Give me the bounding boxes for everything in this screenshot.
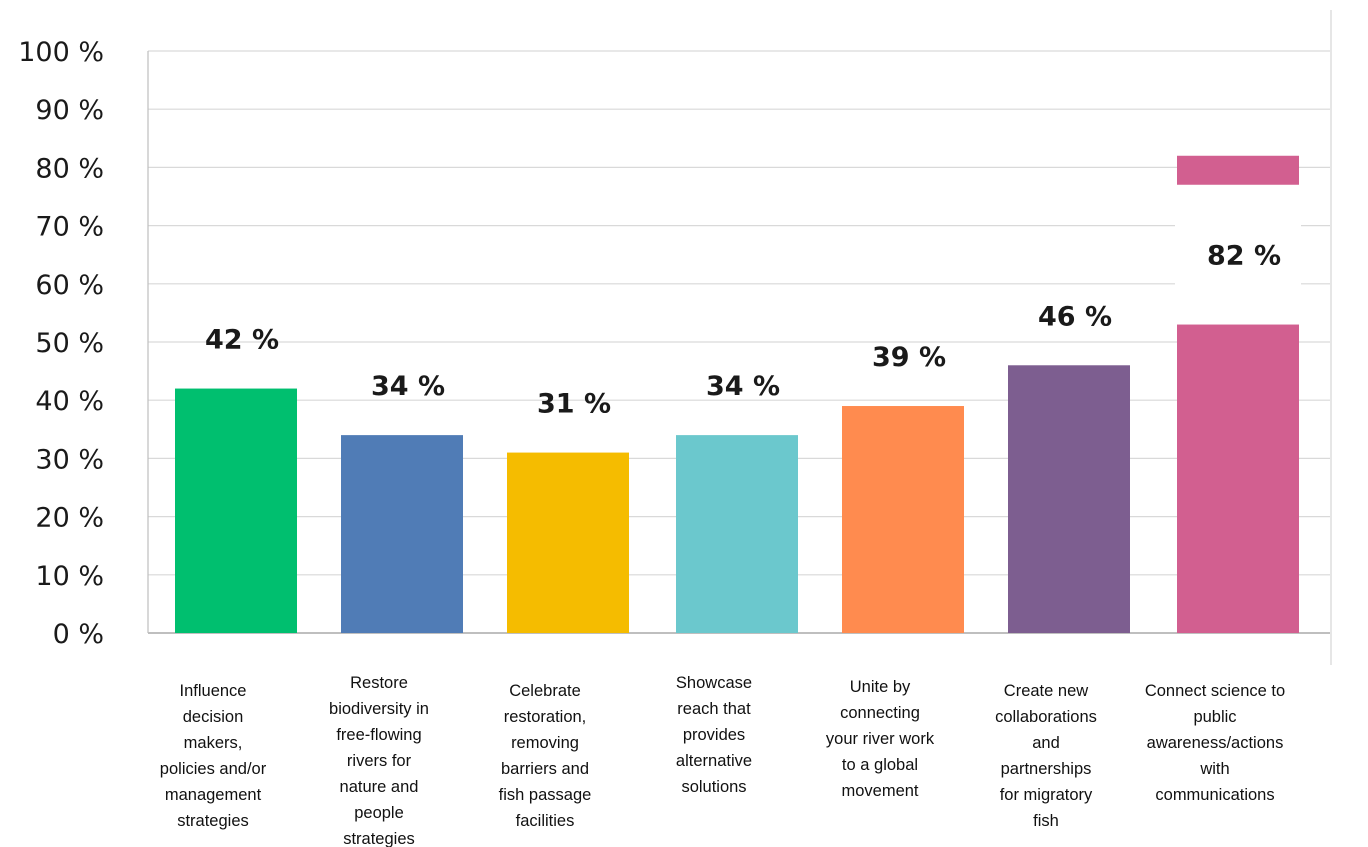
x-category-label-line: fish passage	[499, 786, 592, 804]
x-category-label-line: alternative	[676, 752, 752, 770]
x-category-label-line: people	[354, 804, 404, 822]
x-category-label-line: restoration,	[504, 708, 587, 726]
bar	[676, 435, 798, 633]
data-label: 42 %	[205, 325, 279, 356]
x-category-label-line: fish	[1033, 812, 1059, 830]
data-labels: 42 % 34 % 31 % 34 % 39 % 46 % 82 %	[205, 184, 1301, 420]
x-category-label-line: Create new	[1004, 682, 1088, 700]
y-tick-label: 80 %	[35, 153, 104, 184]
x-category-label: Showcase reach that provides alternative sol…	[676, 674, 752, 796]
bar	[175, 388, 297, 633]
x-category-label-line: Restore	[350, 674, 408, 692]
x-category-label-line: facilities	[516, 812, 575, 830]
x-category-label: Unite by connecting your river work to a gl…	[826, 678, 935, 800]
y-axis-tick-labels: 0 % 10 % 20 % 30 % 40 % 50 % 60 % 70 % 80 % 90 % 1…	[18, 37, 104, 650]
y-tick-label: 10 %	[35, 561, 104, 592]
x-category-label-line: movement	[841, 782, 918, 800]
y-tick-label: 60 %	[35, 270, 104, 301]
data-label: 31 %	[537, 389, 611, 420]
y-tick-label: 100 %	[18, 37, 104, 68]
x-category-label-line: decision	[183, 708, 244, 726]
x-category-label: Create new collaborations and partnerships f…	[995, 682, 1097, 830]
x-category-label-line: for migratory	[1000, 786, 1093, 804]
x-category-label-line: barriers and	[501, 760, 589, 778]
x-category-label-line: Celebrate	[509, 682, 581, 700]
x-category-label-line: connecting	[840, 704, 920, 722]
x-category-label: Influence decision makers, policies and/or m…	[160, 682, 267, 830]
bar	[341, 435, 463, 633]
x-category-label-line: public	[1193, 708, 1236, 726]
y-tick-label: 40 %	[35, 386, 104, 417]
bar	[507, 452, 629, 633]
bars	[175, 155, 1299, 633]
data-label: 34 %	[371, 371, 445, 402]
x-category-label-line: management	[165, 786, 262, 804]
x-category-label-line: strategies	[177, 812, 249, 830]
data-label: 34 %	[706, 371, 780, 402]
x-category-label: Restore biodiversity in free-flowing rivers…	[329, 674, 429, 847]
bar	[1008, 365, 1130, 633]
x-category-label-line: with	[1199, 760, 1229, 778]
x-axis-category-labels: Influence decision makers, policies and/or m…	[160, 674, 1285, 847]
data-label: 46 %	[1038, 301, 1112, 332]
x-category-label: Connect science to public awareness/action…	[1145, 682, 1285, 804]
x-category-label: Celebrate restoration, removing barriers an…	[499, 682, 592, 830]
x-category-label-line: Connect science to	[1145, 682, 1285, 700]
x-category-label-line: biodiversity in	[329, 700, 429, 718]
x-category-label-line: strategies	[343, 830, 415, 847]
data-label-background	[1175, 184, 1301, 325]
x-category-label-line: makers,	[184, 734, 243, 752]
y-tick-label: 50 %	[35, 328, 104, 359]
data-label: 82 %	[1207, 241, 1281, 272]
y-tick-label: 90 %	[35, 95, 104, 126]
y-tick-label: 70 %	[35, 212, 104, 243]
x-category-label-line: Influence	[180, 682, 247, 700]
x-category-label-line: Unite by	[850, 678, 911, 696]
y-tick-label: 0 %	[53, 619, 104, 650]
x-category-label-line: your river work	[826, 730, 935, 748]
x-category-label-line: solutions	[681, 778, 746, 796]
bar	[842, 406, 964, 633]
x-category-label-line: awareness/actions	[1147, 734, 1284, 752]
x-category-label-line: partnerships	[1001, 760, 1092, 778]
y-tick-label: 20 %	[35, 503, 104, 534]
x-category-label-line: removing	[511, 734, 579, 752]
x-category-label-line: communications	[1155, 786, 1274, 804]
x-category-label-line: to a global	[842, 756, 918, 774]
x-category-label-line: free-flowing	[336, 726, 421, 744]
x-category-label-line: Showcase	[676, 674, 752, 692]
x-category-label-line: rivers for	[347, 752, 412, 770]
x-category-label-line: reach that	[677, 700, 751, 718]
y-tick-label: 30 %	[35, 444, 104, 475]
data-label: 39 %	[872, 342, 946, 373]
x-category-label-line: and	[1032, 734, 1060, 752]
x-category-label-line: collaborations	[995, 708, 1097, 726]
x-category-label-line: nature and	[340, 778, 419, 796]
x-category-label-line: policies and/or	[160, 760, 267, 778]
x-category-label-line: provides	[683, 726, 745, 744]
